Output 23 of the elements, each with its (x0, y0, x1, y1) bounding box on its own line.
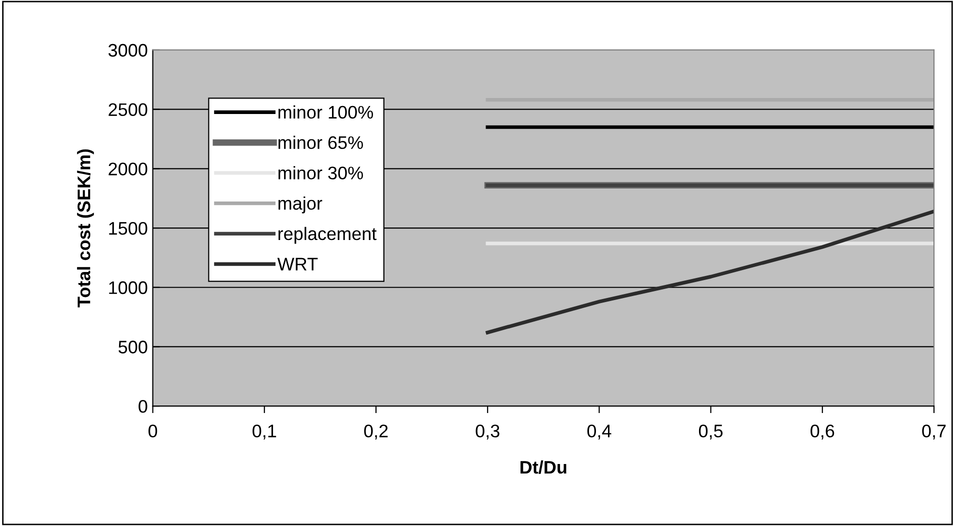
x-tick-label: 0,7 (922, 424, 946, 440)
y-tick-label: 0 (138, 400, 148, 413)
y-tick-label: 2500 (108, 103, 148, 116)
x-tick-label: 0 (148, 424, 158, 438)
y-axis-title: Total cost (SEK/m) (77, 149, 94, 308)
legend-label: minor 100% (278, 105, 374, 119)
legend-label: major (278, 196, 322, 214)
x-tick-label: 0,4 (587, 424, 612, 440)
legend-label: replacement (278, 226, 377, 244)
y-tick-label: 500 (118, 340, 148, 354)
x-tick-label: 0,5 (698, 424, 723, 440)
x-tick-label: 0,6 (810, 424, 834, 440)
x-tick-label: 0,2 (364, 424, 388, 440)
x-tick-label: 0,3 (476, 424, 500, 440)
legend-label: WRT (277, 258, 318, 270)
x-axis-title: Dt/Du (520, 460, 566, 474)
legend-label: minor 30% (278, 166, 363, 180)
y-tick-label: 2000 (108, 162, 148, 176)
y-tick-label: 1000 (109, 281, 148, 294)
y-tick-label: 1500 (109, 222, 148, 235)
x-tick-label: 0,1 (252, 424, 276, 440)
legend-label: minor 65% (278, 136, 363, 150)
y-tick-label: 3000 (108, 44, 148, 57)
